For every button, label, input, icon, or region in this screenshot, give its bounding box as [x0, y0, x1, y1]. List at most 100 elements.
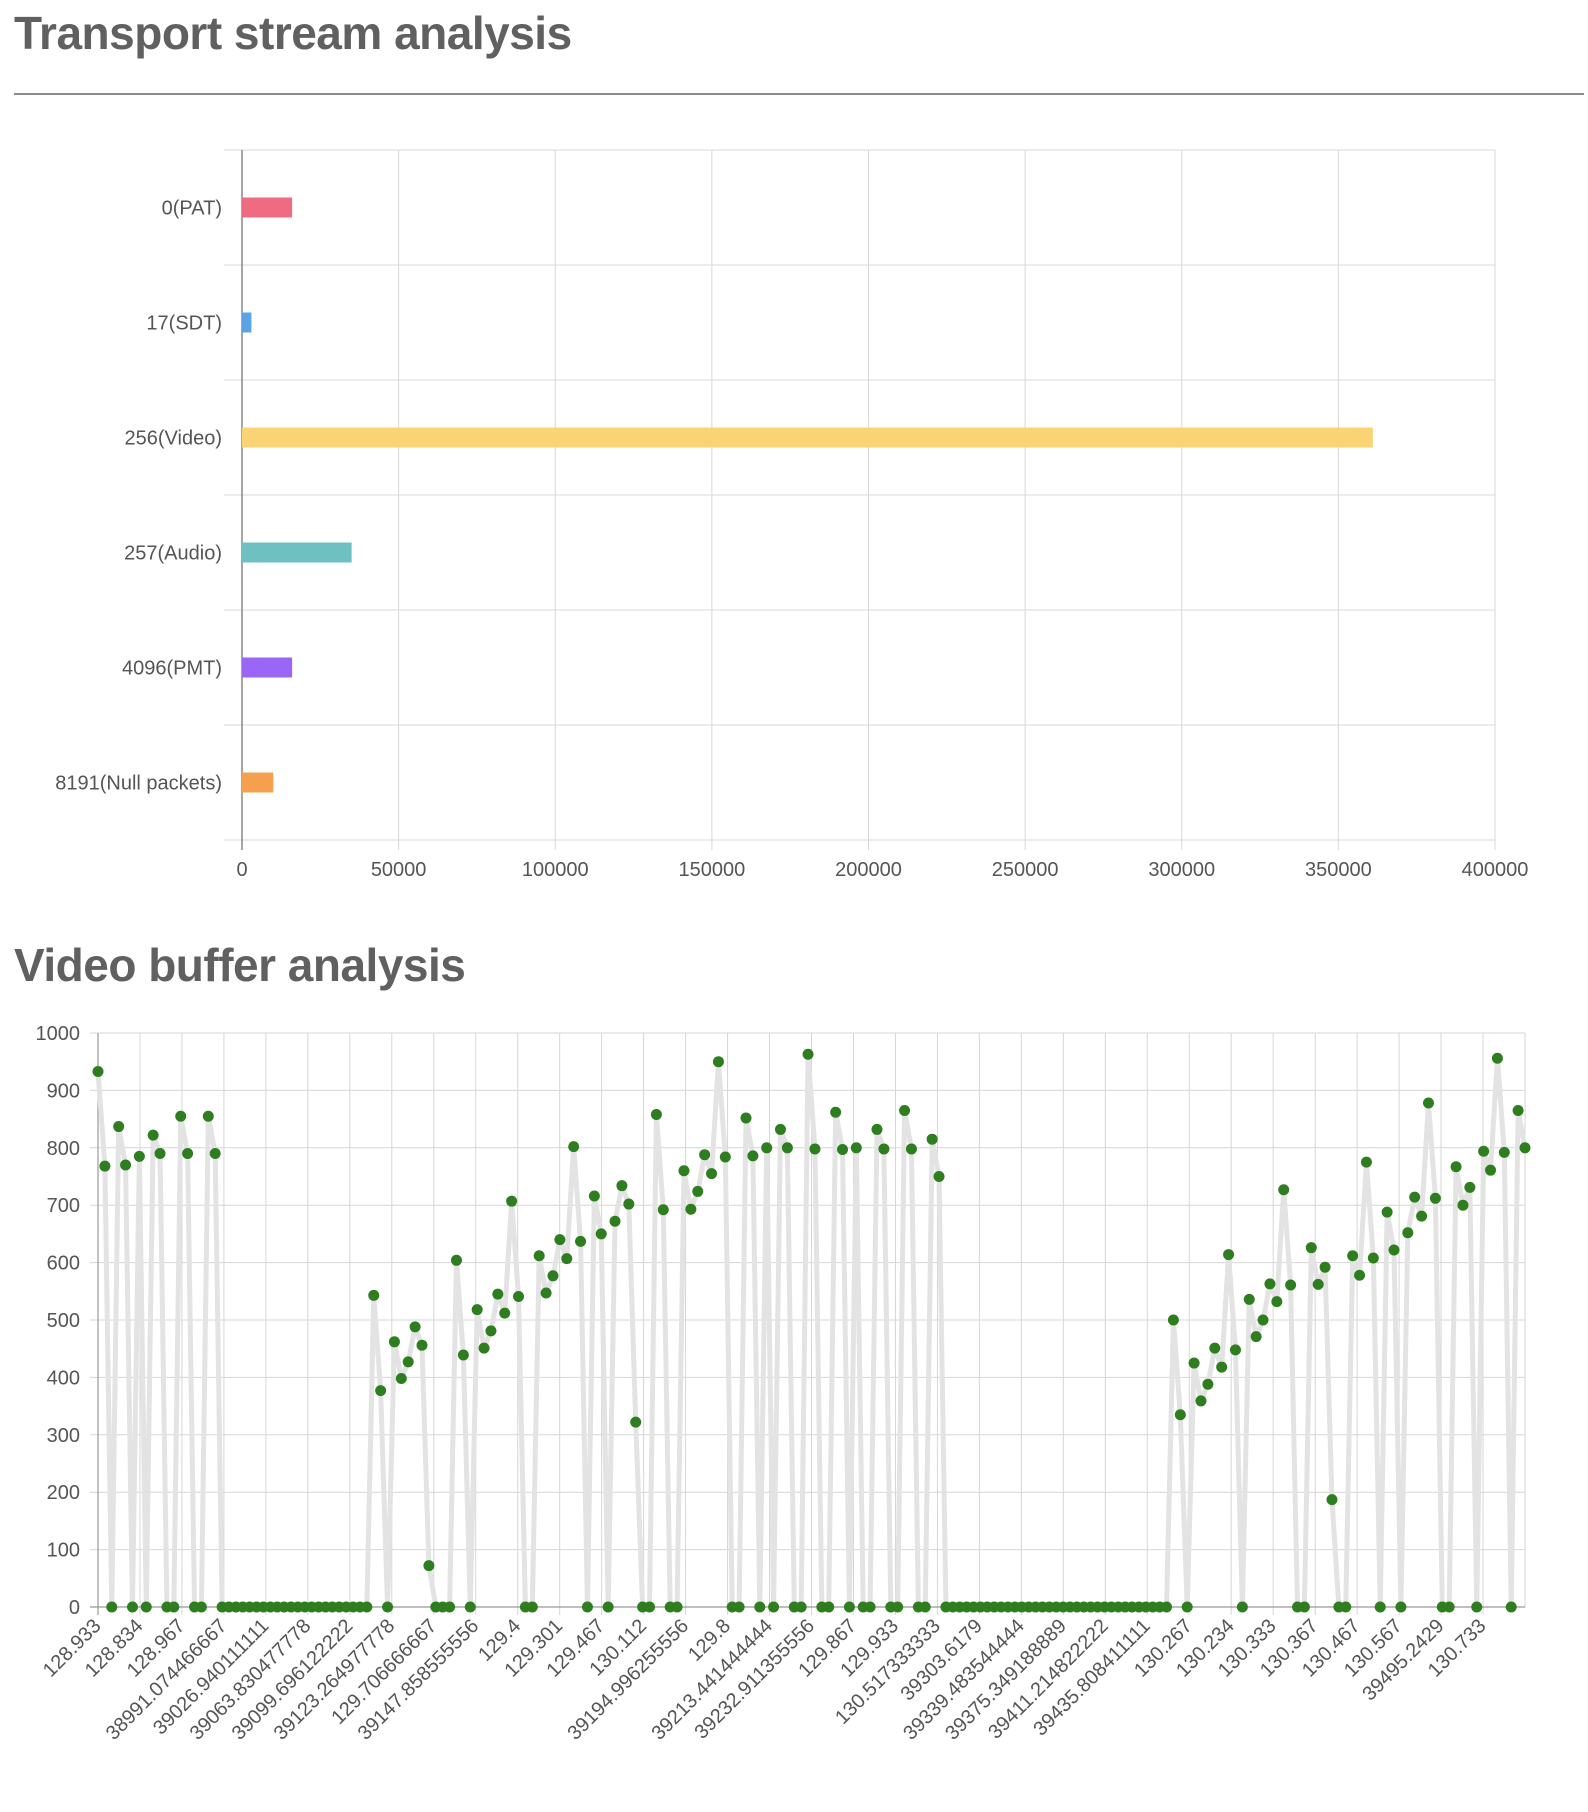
data-point	[120, 1159, 132, 1171]
data-point	[209, 1148, 221, 1160]
transport-stream-title: Transport stream analysis	[14, 7, 572, 59]
data-point	[471, 1304, 483, 1316]
data-point	[409, 1321, 421, 1333]
data-point	[361, 1601, 373, 1613]
data-point	[1512, 1104, 1524, 1116]
data-point	[795, 1601, 807, 1613]
data-point	[1450, 1161, 1462, 1173]
x-tick-label: 0	[236, 859, 247, 881]
bar	[242, 772, 274, 793]
data-point	[1478, 1145, 1490, 1157]
data-point	[643, 1601, 655, 1613]
x-tick-label: 350000	[1305, 859, 1372, 881]
data-point	[1312, 1278, 1324, 1290]
data-point	[561, 1253, 573, 1265]
y-tick-label: 0	[69, 1597, 80, 1619]
data-point	[837, 1144, 849, 1156]
data-point	[623, 1198, 635, 1210]
data-point	[1347, 1250, 1359, 1262]
category-label: 0(PAT)	[162, 198, 222, 220]
data-point	[1367, 1252, 1379, 1264]
data-point	[823, 1601, 835, 1613]
data-point	[1471, 1601, 1483, 1613]
data-point	[464, 1601, 476, 1613]
data-point	[781, 1142, 793, 1154]
data-point	[1388, 1244, 1400, 1256]
data-point	[99, 1160, 111, 1172]
data-point	[754, 1601, 766, 1613]
data-point	[133, 1150, 145, 1162]
data-point	[1223, 1249, 1235, 1261]
y-tick-label: 200	[47, 1482, 80, 1504]
y-tick-label: 300	[47, 1425, 80, 1447]
data-point	[554, 1234, 566, 1246]
data-point	[809, 1143, 821, 1155]
data-point	[892, 1601, 904, 1613]
data-point	[678, 1165, 690, 1177]
data-point	[740, 1112, 752, 1124]
bar	[242, 312, 252, 333]
data-point	[1202, 1378, 1214, 1390]
data-point	[506, 1195, 518, 1207]
x-tick-label: 150000	[679, 859, 746, 881]
data-point	[1374, 1601, 1386, 1613]
data-point	[733, 1601, 745, 1613]
category-label: 4096(PMT)	[122, 658, 222, 680]
y-tick-label: 400	[47, 1367, 80, 1389]
data-point	[1491, 1052, 1503, 1064]
data-point	[1505, 1601, 1517, 1613]
data-point	[1429, 1192, 1441, 1204]
data-point	[843, 1601, 855, 1613]
data-point	[1519, 1142, 1531, 1154]
data-point	[444, 1601, 456, 1613]
data-point	[1174, 1409, 1186, 1421]
data-point	[568, 1141, 580, 1153]
data-point	[1305, 1242, 1317, 1254]
data-point	[1257, 1314, 1269, 1326]
data-point	[878, 1143, 890, 1155]
data-point	[182, 1148, 194, 1160]
data-point	[526, 1601, 538, 1613]
data-point	[540, 1287, 552, 1299]
data-point	[395, 1373, 407, 1385]
x-tick-label: 100000	[522, 859, 589, 881]
data-point	[650, 1109, 662, 1121]
data-point	[657, 1204, 669, 1216]
data-point	[899, 1104, 911, 1116]
data-point	[1181, 1601, 1193, 1613]
data-point	[871, 1123, 883, 1135]
data-point	[1319, 1261, 1331, 1273]
bar	[242, 427, 1373, 448]
data-point	[1216, 1361, 1228, 1373]
data-point	[905, 1143, 917, 1155]
category-label: 17(SDT)	[146, 313, 222, 335]
data-point	[92, 1065, 104, 1077]
data-point	[388, 1336, 400, 1348]
data-point	[1443, 1601, 1455, 1613]
data-point	[719, 1151, 731, 1163]
data-point	[106, 1601, 118, 1613]
x-tick-label: 300000	[1148, 859, 1215, 881]
x-tick-label: 200000	[835, 859, 902, 881]
data-point	[768, 1601, 780, 1613]
data-point	[575, 1235, 587, 1247]
data-point	[492, 1288, 504, 1300]
data-point	[375, 1385, 387, 1397]
data-point	[1298, 1601, 1310, 1613]
data-point	[175, 1110, 187, 1122]
data-point	[478, 1342, 490, 1354]
data-point	[1264, 1278, 1276, 1290]
data-point	[671, 1601, 683, 1613]
category-label: 257(Audio)	[124, 543, 222, 565]
data-point	[1498, 1146, 1510, 1158]
y-tick-label: 500	[47, 1310, 80, 1332]
data-point	[1340, 1601, 1352, 1613]
data-point	[699, 1149, 711, 1161]
data-point	[761, 1142, 773, 1154]
data-point	[616, 1180, 628, 1192]
data-point	[802, 1048, 814, 1060]
category-label: 256(Video)	[125, 428, 222, 450]
data-point	[499, 1307, 511, 1319]
data-point	[1360, 1156, 1372, 1168]
data-point	[1402, 1227, 1414, 1239]
